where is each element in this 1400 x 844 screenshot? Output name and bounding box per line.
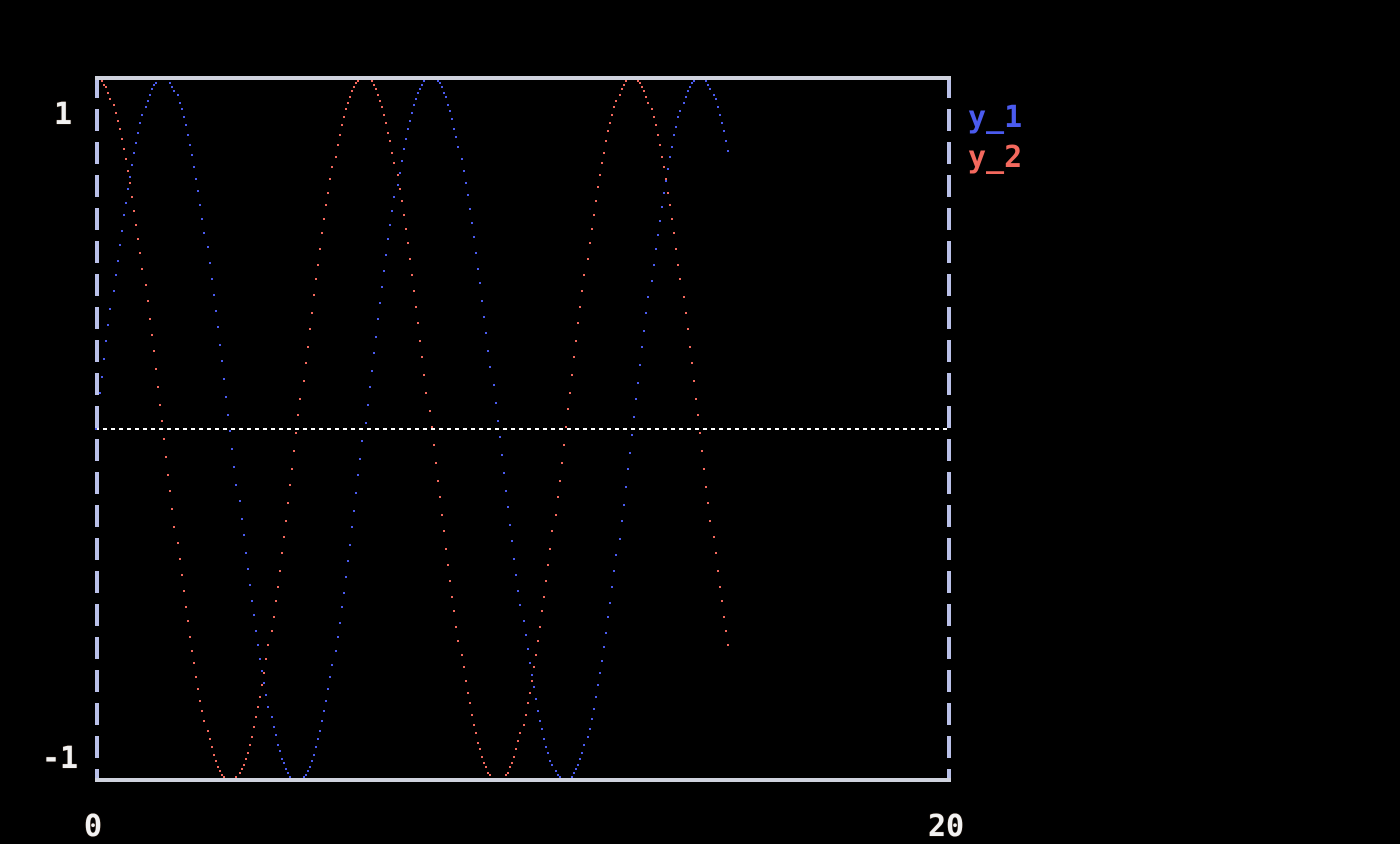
legend-entry-y1: y_1	[968, 100, 1023, 135]
legend-entry-y2: y_2	[968, 140, 1023, 175]
y-axis-tick-max: 1	[54, 97, 73, 132]
legend: y_1 y_2	[968, 100, 1022, 175]
plot-border-top	[95, 76, 951, 80]
plot-border-right	[947, 76, 951, 782]
x-axis-tick-max: 20	[928, 809, 965, 844]
y-axis-tick-min: -1	[42, 741, 79, 776]
x-axis-tick-min: 0	[84, 809, 103, 844]
plot-dot-canvas	[95, 76, 951, 782]
plot-border-left	[95, 76, 99, 782]
plot-border-bottom	[95, 778, 951, 782]
